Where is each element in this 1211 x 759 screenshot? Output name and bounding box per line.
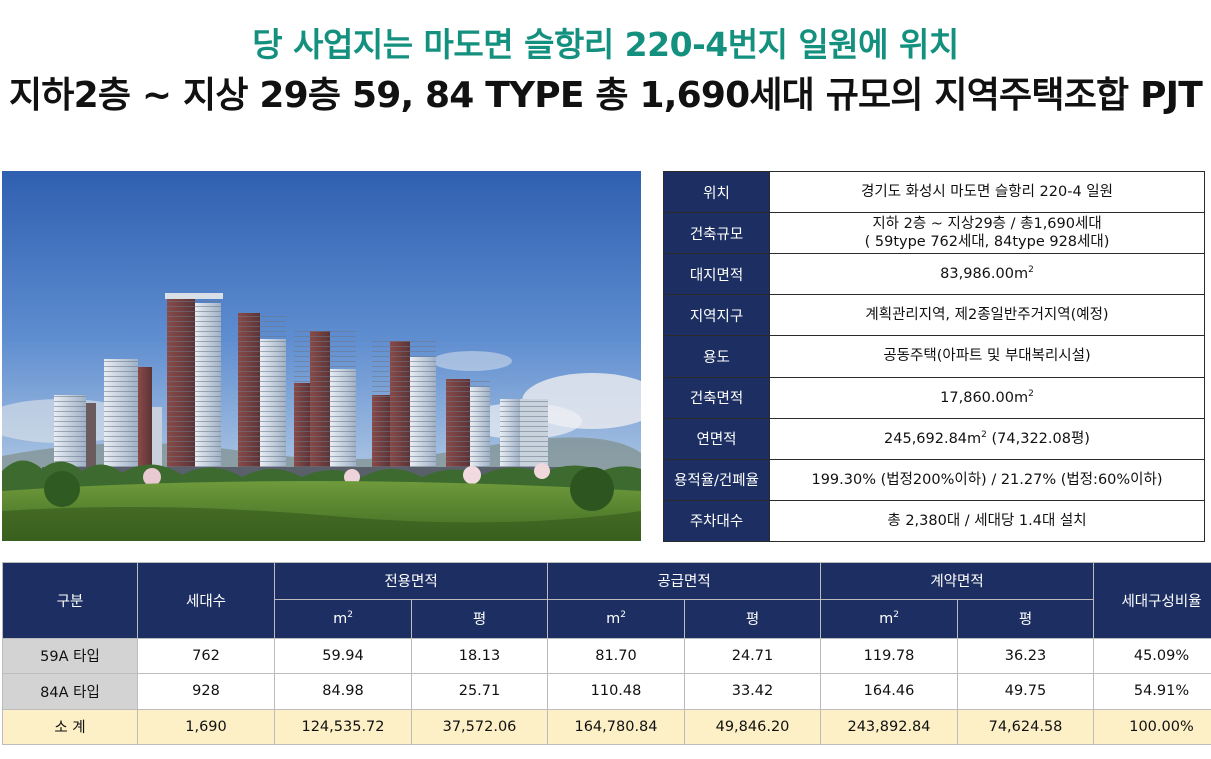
- info-row-location: 위치 경기도 화성시 마도면 슬항리 220-4 일원: [663, 170, 1205, 214]
- info-value-number: 83,986.00m: [940, 266, 1029, 283]
- cell-exclusive-m2: 84.98: [274, 673, 412, 710]
- info-row-use: 용도 공동주택(아파트 및 부대복리시설): [663, 335, 1205, 378]
- cell-supply-m2: 110.48: [547, 673, 685, 710]
- info-value: 계획관리지역, 제2종일반주거지역(예정): [769, 294, 1205, 337]
- info-value: 총 2,380대 / 세대당 1.4대 설치: [769, 499, 1205, 543]
- info-label: 위치: [663, 170, 770, 214]
- info-label: 용적율/건폐율: [663, 458, 770, 501]
- info-value: 245,692.84m2 (74,322.08평): [769, 417, 1205, 460]
- cell-exclusive-m2: 124,535.72: [274, 708, 412, 745]
- headline: 당 사업지는 마도면 슬항리 220-4번지 일원에 위치: [252, 25, 959, 64]
- col-header-supply-pyeong: 평: [684, 598, 821, 639]
- col-header-households: 세대수: [137, 562, 275, 639]
- info-label: 연면적: [663, 417, 770, 460]
- cell-contract-pyeong: 36.23: [957, 637, 1094, 674]
- cell-households: 928: [137, 673, 275, 710]
- info-value: 83,986.00m2: [769, 253, 1205, 296]
- row-type: 84A 타입: [2, 673, 138, 710]
- cell-supply-pyeong: 33.42: [684, 673, 821, 710]
- col-header-supply-area: 공급면적: [547, 562, 821, 600]
- header-row: 구분 세대수 전용면적 공급면적 계약면적 세대구성비율: [2, 562, 1211, 639]
- cell-households: 1,690: [137, 708, 275, 745]
- info-value-suffix: (74,322.08평): [986, 430, 1090, 447]
- subheadline: 지하2층 ~ 지상 29층 59, 84 TYPE 총 1,690세대 규모의 …: [8, 75, 1203, 116]
- cell-ratio: 45.09%: [1093, 637, 1211, 674]
- apartment-rendering-image: [2, 171, 641, 541]
- info-value: 공동주택(아파트 및 부대복리시설): [769, 335, 1205, 378]
- col-header-exclusive-area: 전용면적: [274, 562, 548, 600]
- cell-households: 762: [137, 637, 275, 674]
- col-header-exclusive-pyeong: 평: [411, 598, 548, 639]
- info-value: 지하 2층 ~ 지상29층 / 총1,690세대 ( 59type 762세대,…: [769, 212, 1205, 255]
- info-row-ratios: 용적율/건폐율 199.30% (법정200%이하) / 21.27% (법정:…: [663, 458, 1205, 501]
- info-value: 199.30% (법정200%이하) / 21.27% (법정:60%이하): [769, 458, 1205, 501]
- cell-contract-m2: 119.78: [820, 637, 958, 674]
- info-value-number: 17,860.00m: [940, 389, 1029, 406]
- cell-supply-m2: 164,780.84: [547, 708, 685, 745]
- col-header-contract-pyeong: 평: [957, 598, 1094, 639]
- col-header-ratio: 세대구성비율: [1093, 562, 1211, 639]
- info-row-zoning: 지역지구 계획관리지역, 제2종일반주거지역(예정): [663, 294, 1205, 337]
- table-row-84a: 84A 타입 928 84.98 25.71 110.48 33.42 164.…: [2, 673, 1211, 710]
- row-type: 소 계: [2, 708, 138, 745]
- cell-supply-m2: 81.70: [547, 637, 685, 674]
- info-label: 용도: [663, 335, 770, 378]
- subheader-row: m2 평 m2 평 m2 평: [3, 598, 1211, 639]
- table-row-59a: 59A 타입 762 59.94 18.13 81.70 24.71 119.7…: [2, 637, 1211, 674]
- info-label: 건축면적: [663, 376, 770, 419]
- cell-exclusive-m2: 59.94: [274, 637, 412, 674]
- info-value-line1: 지하 2층 ~ 지상29층 / 총1,690세대: [872, 216, 1102, 233]
- cell-ratio: 100.00%: [1093, 708, 1211, 745]
- cell-ratio: 54.91%: [1093, 673, 1211, 710]
- info-row-parking: 주차대수 총 2,380대 / 세대당 1.4대 설치: [663, 499, 1205, 543]
- cell-contract-pyeong: 49.75: [957, 673, 1094, 710]
- cell-contract-m2: 243,892.84: [820, 708, 958, 745]
- cell-exclusive-pyeong: 25.71: [411, 673, 548, 710]
- cell-exclusive-pyeong: 18.13: [411, 637, 548, 674]
- info-label: 대지면적: [663, 253, 770, 296]
- unit-superscript: 2: [1028, 388, 1034, 399]
- cell-supply-pyeong: 49,846.20: [684, 708, 821, 745]
- unit-superscript: 2: [981, 429, 987, 440]
- info-label: 주차대수: [663, 499, 770, 543]
- info-row-site-area: 대지면적 83,986.00m2: [663, 253, 1205, 296]
- col-header-exclusive-m2: m2: [274, 598, 412, 639]
- project-overview-table: 위치 경기도 화성시 마도면 슬항리 220-4 일원 건축규모 지하 2층 ~…: [663, 170, 1205, 543]
- unit-superscript: 2: [1028, 265, 1034, 276]
- info-value-number: 245,692.84m: [884, 430, 982, 447]
- table-row-total: 소 계 1,690 124,535.72 37,572.06 164,780.8…: [2, 708, 1211, 745]
- info-row-scale: 건축규모 지하 2층 ~ 지상29층 / 총1,690세대 ( 59type 7…: [663, 212, 1205, 255]
- info-row-building-area: 건축면적 17,860.00m2: [663, 376, 1205, 419]
- cell-contract-m2: 164.46: [820, 673, 958, 710]
- col-header-contract-area: 계약면적: [820, 562, 1094, 600]
- info-row-floor-area: 연면적 245,692.84m2 (74,322.08평): [663, 417, 1205, 460]
- info-label: 지역지구: [663, 294, 770, 337]
- unit-area-table: 구분 세대수 전용면적 공급면적 계약면적 세대구성비율 m2 평 m2 평 m…: [2, 562, 1211, 745]
- info-value: 17,860.00m2: [769, 376, 1205, 419]
- info-value-line2: ( 59type 762세대, 84type 928세대): [864, 234, 1110, 251]
- col-header-type: 구분: [2, 562, 138, 639]
- col-header-supply-m2: m2: [547, 598, 685, 639]
- info-value: 경기도 화성시 마도면 슬항리 220-4 일원: [769, 170, 1205, 214]
- cell-supply-pyeong: 24.71: [684, 637, 821, 674]
- cell-contract-pyeong: 74,624.58: [957, 708, 1094, 745]
- row-type: 59A 타입: [2, 637, 138, 674]
- col-header-contract-m2: m2: [820, 598, 958, 639]
- info-label: 건축규모: [663, 212, 770, 255]
- cell-exclusive-pyeong: 37,572.06: [411, 708, 548, 745]
